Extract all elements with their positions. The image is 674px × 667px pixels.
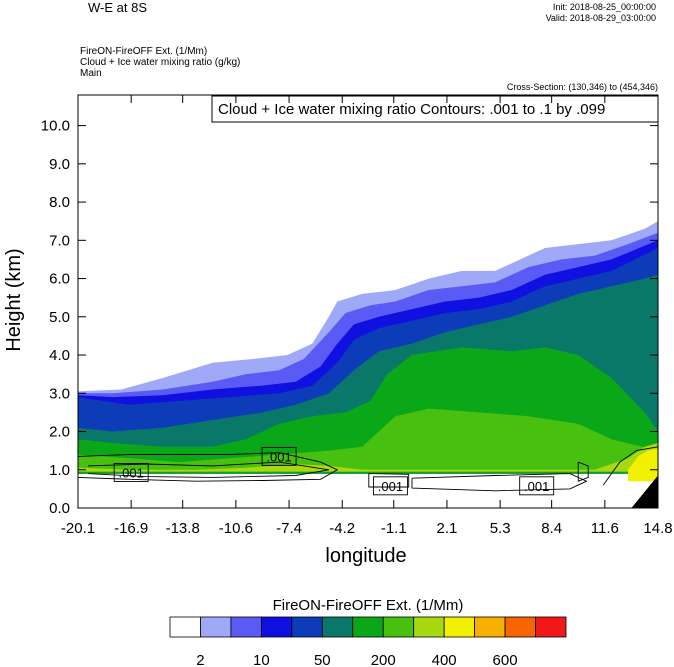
x-tick-label: -1.1 [381, 520, 407, 537]
colorbar-tick-label: 50 [314, 652, 331, 667]
valid-time: Valid: 2018-08-29_03:00:00 [545, 13, 656, 23]
contour-label-box [519, 476, 555, 496]
colorbar-cell [230, 616, 262, 638]
colorbar-cell [291, 616, 323, 638]
x-tick-label: -13.8 [166, 520, 200, 537]
colorbar-cell [321, 616, 354, 638]
plot-title: W-E at 8S [88, 0, 148, 15]
contour-label: .001 [266, 449, 291, 464]
terrain [631, 475, 658, 508]
contour-line-4 [411, 473, 588, 492]
colorbar-tick-label: 600 [493, 652, 518, 667]
contour-line-1 [78, 452, 339, 482]
contour-label-box [261, 446, 297, 466]
init-time: Init: 2018-08-25_00:00:00 [552, 2, 656, 12]
plot-frame [77, 94, 659, 509]
contour-info-text: Cloud + Ice water mixing ratio Contours:… [218, 101, 605, 118]
colorbar-cell [474, 616, 506, 638]
colorbar-cell [443, 616, 476, 638]
x-tick-label: -20.1 [61, 520, 95, 537]
x-tick-label: -16.9 [114, 520, 148, 537]
x-tick-label: -7.4 [276, 520, 302, 537]
fill-level-300 [78, 408, 658, 472]
colorbar: 2 10 50 200 400 600 [169, 616, 567, 667]
colorbar-cell [200, 616, 232, 638]
x-tick-label: -4.2 [329, 520, 355, 537]
contour-label: .001 [524, 479, 549, 494]
contour-line-5 [602, 446, 658, 486]
y-tick-label: 3.0 [49, 385, 70, 402]
colorbar-cell [352, 616, 384, 638]
y-tick-label: 10.0 [41, 118, 70, 135]
x-tick-label: -10.6 [219, 520, 253, 537]
x-tick-label: 2.1 [437, 520, 458, 537]
y-tick-label: 2.0 [49, 424, 70, 441]
filled-contours [78, 221, 658, 508]
y-tick-label: 1.0 [49, 462, 70, 479]
colorbar-cell [413, 616, 445, 638]
x-tick-label: 11.6 [591, 520, 619, 537]
x-tick-label: 5.3 [490, 520, 511, 537]
y-tick-label: 5.0 [49, 309, 70, 326]
contour-lines [78, 446, 658, 492]
colorbar-cell [260, 616, 293, 638]
colorbar-cell [535, 616, 567, 638]
x-tick-label: 8.4 [541, 520, 562, 537]
colorbar-title: FireON-FireOFF Ext. (1/Mm) [273, 597, 464, 614]
contour-line-labels: .001 .001 .001 .001 [113, 446, 555, 496]
contour-line-3 [368, 473, 410, 488]
colorbar-cell [504, 616, 536, 638]
contour-line-6 [577, 461, 589, 482]
white-gap-0 [368, 479, 569, 508]
axes: -20.1 -16.9 -13.8 -10.6 -7.4 -4.2 -1.1 2.1 5.3 8.… [41, 95, 673, 537]
y-tick-label: 6.0 [49, 271, 70, 288]
x-tick-label: 14.8 [643, 520, 672, 537]
colorbar-tick-label: 10 [253, 652, 270, 667]
contour-label: .001 [119, 465, 144, 480]
colorbar-tick-label: 200 [371, 652, 396, 667]
y-axis-label: Height (km) [3, 248, 25, 351]
white-gap-1 [78, 480, 369, 508]
contour-label-box [113, 462, 149, 482]
fill-level-400 [78, 443, 658, 472]
subtitle-line-2: Cloud + Ice water mixing ratio (g/kg) [80, 57, 241, 68]
y-tick-label: 9.0 [49, 156, 70, 173]
contour-label-box [372, 476, 408, 496]
x-axis-label: longitude [325, 545, 406, 567]
y-tick-label: 4.0 [49, 347, 70, 364]
colorbar-cell [169, 616, 201, 638]
colorbar-tick-label: 400 [432, 652, 457, 667]
cross-section-label: Cross-Section: (130,346) to (454,346) [506, 82, 658, 92]
contour-line-2 [87, 461, 329, 478]
contour-label: .001 [378, 479, 403, 494]
colorbar-tick-label: 2 [196, 652, 204, 667]
contour-info-box: Cloud + Ice water mixing ratio Contours:… [211, 95, 659, 123]
y-tick-label: 0.0 [49, 500, 70, 517]
subtitle-line-1: FireON-FireOFF Ext. (1/Mm) [80, 46, 208, 57]
colorbar-cell [382, 616, 415, 638]
y-tick-label: 7.0 [49, 232, 70, 249]
y-tick-label: 8.0 [49, 194, 70, 211]
fill-level-500 [628, 448, 658, 482]
subtitle-line-3: Main [80, 68, 102, 79]
